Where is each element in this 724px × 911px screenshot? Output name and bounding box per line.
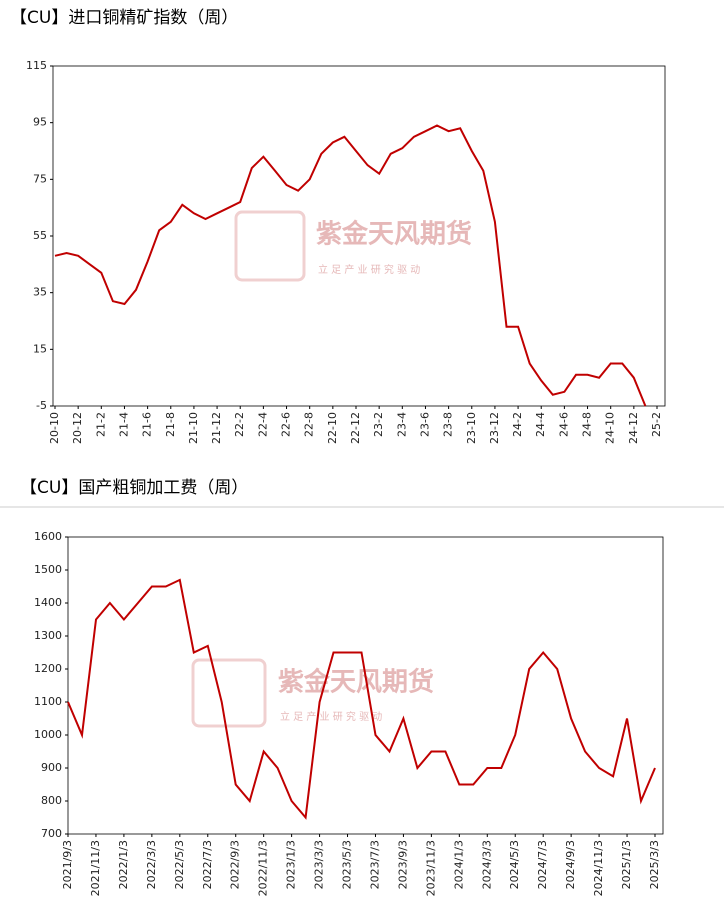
y-tick-label: 115 (26, 59, 47, 72)
x-tick-label: 24-6 (557, 412, 570, 437)
x-tick-label: 25-2 (650, 412, 663, 437)
x-tick-label: 20-10 (48, 412, 61, 444)
x-tick-label: 21-4 (117, 412, 130, 437)
x-tick-label: 22-12 (349, 412, 362, 444)
x-tick-label: 22-6 (280, 412, 293, 437)
x-tick-label: 2024/3/3 (480, 840, 493, 889)
x-tick-label: 2023/7/3 (368, 840, 381, 889)
x-tick-label: 23-6 (418, 412, 431, 437)
x-tick-label: 2023/9/3 (396, 840, 409, 889)
x-tick-label: 2024/11/3 (592, 840, 605, 896)
x-tick-label: 2022/11/3 (257, 840, 270, 896)
y-tick-label: 1000 (34, 728, 62, 741)
y-tick-label: 1600 (34, 530, 62, 543)
x-tick-label: 2025/1/3 (620, 840, 633, 889)
x-tick-label: 20-12 (71, 412, 84, 444)
x-tick-label: 2024/5/3 (508, 840, 521, 889)
x-tick-label: 2021/11/3 (89, 840, 102, 896)
watermark-slogan: 立 足 产 业 研 究 驱 动 (280, 710, 382, 723)
y-tick-label: 800 (41, 794, 62, 807)
x-tick-label: 24-2 (511, 412, 524, 437)
x-tick-label: 21-6 (141, 412, 154, 437)
y-tick-label: 75 (33, 172, 47, 185)
x-tick-label: 21-12 (210, 412, 223, 444)
y-tick-label: 700 (41, 827, 62, 840)
y-tick-label: 1200 (34, 662, 62, 675)
x-tick-label: 23-10 (465, 412, 478, 444)
x-tick-label: 21-10 (187, 412, 200, 444)
x-tick-label: 22-10 (326, 412, 339, 444)
x-tick-label: 24-4 (534, 412, 547, 437)
watermark: 紫金天风期货 (316, 219, 472, 250)
x-tick-label: 2024/7/3 (536, 840, 549, 889)
x-tick-label: 23-12 (488, 412, 501, 444)
x-tick-label: 24-12 (627, 412, 640, 444)
y-tick-label: 900 (41, 761, 62, 774)
line-series (54, 124, 647, 407)
x-tick-label: 2022/9/3 (229, 840, 242, 889)
x-tick-label: 21-8 (164, 412, 177, 437)
x-tick-label: 2023/11/3 (424, 840, 437, 896)
y-tick-label: 1500 (34, 563, 62, 576)
x-tick-label: 23-2 (372, 412, 385, 437)
x-tick-label: 21-2 (94, 412, 107, 437)
x-tick-label: 2024/9/3 (564, 840, 577, 889)
x-tick-label: 2022/7/3 (201, 840, 214, 889)
x-tick-label: 2021/9/3 (61, 840, 74, 889)
x-tick-label: 2023/3/3 (313, 840, 326, 889)
x-tick-label: 2022/1/3 (117, 840, 130, 889)
y-tick-label: -5 (36, 399, 47, 412)
x-tick-label: 2024/1/3 (452, 840, 465, 889)
y-tick-label: 15 (33, 342, 47, 355)
y-tick-label: 55 (33, 229, 47, 242)
x-tick-label: 22-8 (303, 412, 316, 437)
watermark: 紫金天风期货 (278, 667, 434, 698)
x-tick-label: 2022/5/3 (173, 840, 186, 889)
x-tick-label: 23-8 (442, 412, 455, 437)
plot-frame (67, 536, 664, 835)
x-tick-label: 2025/3/3 (648, 840, 661, 889)
chart-title: 【CU】进口铜精矿指数（周） (10, 8, 238, 28)
y-tick-label: 1100 (34, 695, 62, 708)
watermark-slogan: 立 足 产 业 研 究 驱 动 (318, 263, 420, 276)
logo (234, 210, 306, 282)
y-tick-label: 95 (33, 116, 47, 129)
x-tick-label: 24-10 (604, 412, 617, 444)
x-tick-label: 2023/5/3 (341, 840, 354, 889)
line-series (67, 578, 656, 820)
x-tick-label: 24-8 (581, 412, 594, 437)
x-tick-label: 22-2 (233, 412, 246, 437)
x-tick-label: 22-4 (256, 412, 269, 437)
logo (191, 658, 267, 728)
y-tick-label: 1400 (34, 596, 62, 609)
y-tick-label: 1300 (34, 629, 62, 642)
x-tick-label: 23-4 (395, 412, 408, 437)
chart-title: 【CU】国产粗铜加工费（周） (20, 478, 248, 498)
y-tick-label: 35 (33, 286, 47, 299)
x-tick-label: 2022/3/3 (145, 840, 158, 889)
x-tick-label: 2023/1/3 (285, 840, 298, 889)
